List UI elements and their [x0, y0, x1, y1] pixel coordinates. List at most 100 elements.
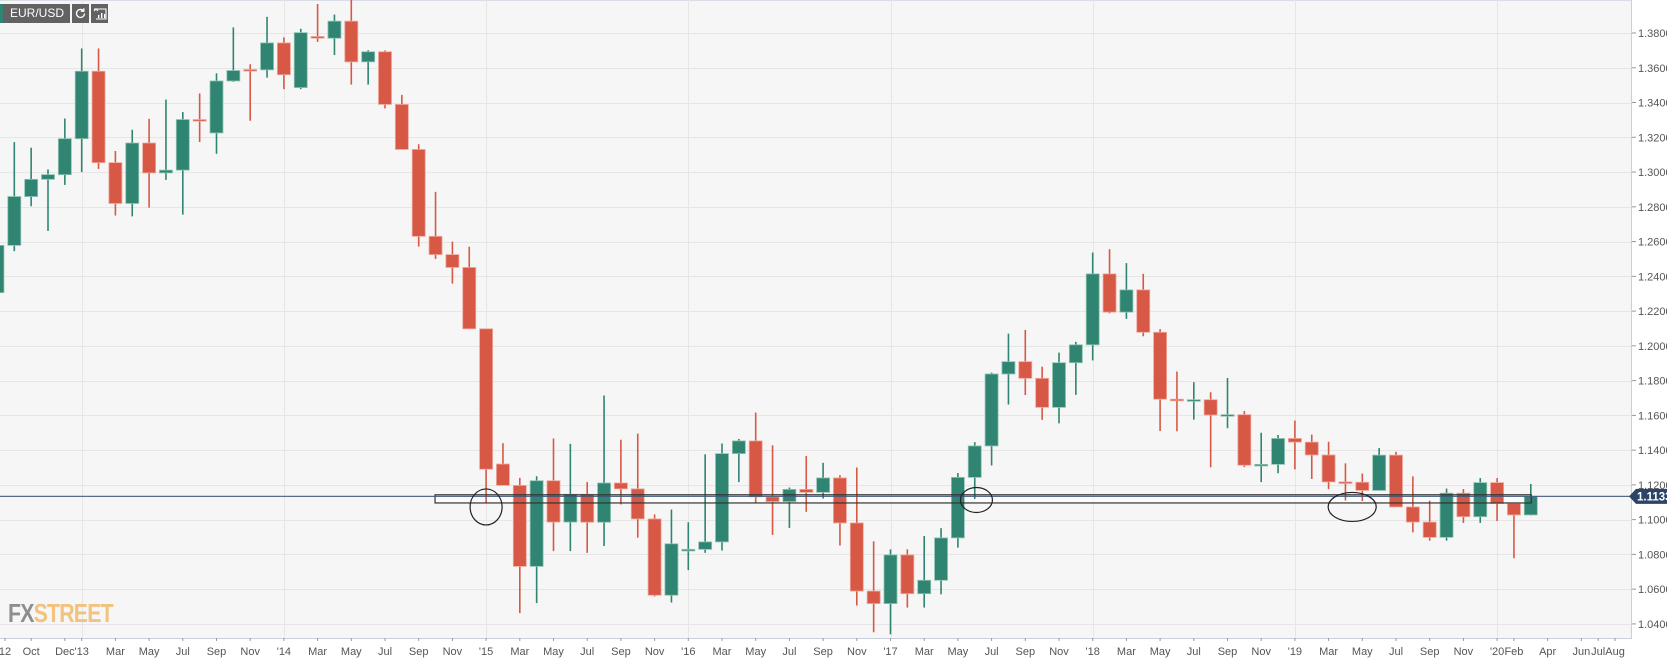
- x-tick-label: May: [948, 646, 969, 658]
- candle-body: [580, 493, 595, 523]
- candle: [260, 16, 274, 78]
- candle-body: [226, 70, 241, 82]
- candle: [664, 509, 679, 603]
- symbol-button[interactable]: EUR/USD: [0, 4, 71, 23]
- candle-body: [934, 537, 948, 581]
- candle: [1018, 329, 1033, 396]
- candle: [1304, 434, 1319, 479]
- candle: [1203, 392, 1218, 468]
- candle-body: [41, 174, 55, 180]
- candle: [445, 241, 460, 284]
- refresh-button[interactable]: [72, 4, 90, 23]
- candle: [344, 0, 359, 85]
- candle: [1119, 263, 1134, 319]
- x-tick-label: '15: [479, 646, 493, 658]
- candle-body: [529, 480, 544, 567]
- candle-body: [125, 142, 140, 204]
- candle: [209, 73, 224, 154]
- candle: [647, 514, 662, 597]
- candle-body: [782, 488, 797, 502]
- candle-body: [209, 80, 224, 134]
- candle-body: [1355, 481, 1370, 491]
- candle: [125, 129, 140, 217]
- candle-body: [1052, 362, 1066, 408]
- candle: [1068, 341, 1083, 395]
- candle-body: [293, 32, 308, 88]
- candle: [310, 3, 325, 42]
- candle: [41, 169, 55, 231]
- candle-body: [445, 254, 460, 268]
- candle: [226, 27, 241, 82]
- x-tick-label: '16: [681, 646, 695, 658]
- candle-body: [1422, 521, 1437, 538]
- candle: [866, 541, 881, 633]
- candle-body: [731, 440, 746, 454]
- candle: [883, 549, 898, 635]
- time-axis[interactable]: 12 Oct Dec '13 Mar May Jul Sep Nov '14 Mar May Jul Se…: [0, 638, 1625, 658]
- x-tick-label: '14: [277, 646, 291, 658]
- candle: [428, 191, 443, 259]
- candle-body: [698, 541, 713, 550]
- price-axis[interactable]: 1.3800 1.3600 1.3400 1.3200 1.3000 1.2800 1.26…: [1632, 28, 1667, 631]
- x-tick-label: May: [1150, 646, 1171, 658]
- x-tick-label: Apr: [1539, 646, 1556, 658]
- x-tick-label: Jul: [1389, 646, 1403, 658]
- candle: [1153, 329, 1167, 432]
- y-tick-label: 1.3800: [1638, 28, 1667, 40]
- y-tick-label: 1.3000: [1638, 167, 1667, 179]
- x-tick-label: '20: [1490, 646, 1504, 658]
- candle: [327, 14, 342, 56]
- candle: [1422, 500, 1437, 541]
- x-tick-label: Mar: [308, 646, 327, 658]
- logo-street: STREET: [33, 598, 114, 628]
- candle: [91, 48, 106, 169]
- y-tick-label: 1.1000: [1638, 515, 1667, 527]
- candle: [276, 37, 291, 90]
- annotation-ellipse[interactable]: [959, 486, 994, 514]
- candle-body: [1473, 482, 1488, 518]
- candle-body: [1102, 273, 1117, 313]
- candle-body: [243, 69, 258, 72]
- candle: [7, 142, 22, 252]
- candle: [1170, 371, 1184, 432]
- candle: [24, 147, 39, 207]
- candle-body: [883, 554, 898, 604]
- candle: [74, 48, 89, 173]
- x-tick-label: Mar: [1319, 646, 1338, 658]
- candle-body: [1085, 273, 1100, 346]
- candle: [1288, 420, 1302, 470]
- x-tick-label: Nov: [240, 646, 260, 658]
- candle-body: [276, 42, 291, 76]
- candle-body: [1389, 454, 1403, 508]
- candle: [1102, 249, 1117, 314]
- candle-body: [1321, 454, 1336, 483]
- candle: [1321, 441, 1336, 490]
- candle: [614, 439, 628, 505]
- x-tick-label: Jul: [1591, 646, 1605, 658]
- candle: [917, 535, 932, 608]
- candle-body: [546, 480, 561, 523]
- bar-chart-icon: [93, 8, 107, 20]
- x-tick-label: Jul: [580, 646, 594, 658]
- candle-body: [512, 485, 527, 567]
- candle: [833, 475, 847, 546]
- annotation-ellipse[interactable]: [469, 488, 503, 526]
- annotation-ellipse[interactable]: [1327, 491, 1377, 523]
- candle-body: [630, 488, 645, 520]
- current-price-label: 1.11338: [1637, 491, 1667, 503]
- candle-body: [1405, 506, 1420, 523]
- x-tick-label: Jul: [176, 646, 190, 658]
- support-zone-rectangle[interactable]: [434, 494, 1532, 504]
- x-tick-label: Sep: [611, 646, 631, 658]
- y-tick-label: 1.3200: [1638, 132, 1667, 144]
- chart-type-button[interactable]: [91, 4, 109, 23]
- y-tick-label: 1.0400: [1638, 619, 1667, 631]
- candle-body: [664, 543, 679, 596]
- annotation-layer: [0, 486, 1632, 526]
- candle: [816, 462, 830, 499]
- candle-body: [900, 554, 915, 595]
- y-tick-label: 1.2800: [1638, 202, 1667, 214]
- y-tick-label: 1.3400: [1638, 98, 1667, 110]
- x-tick-label: Aug: [1605, 646, 1625, 658]
